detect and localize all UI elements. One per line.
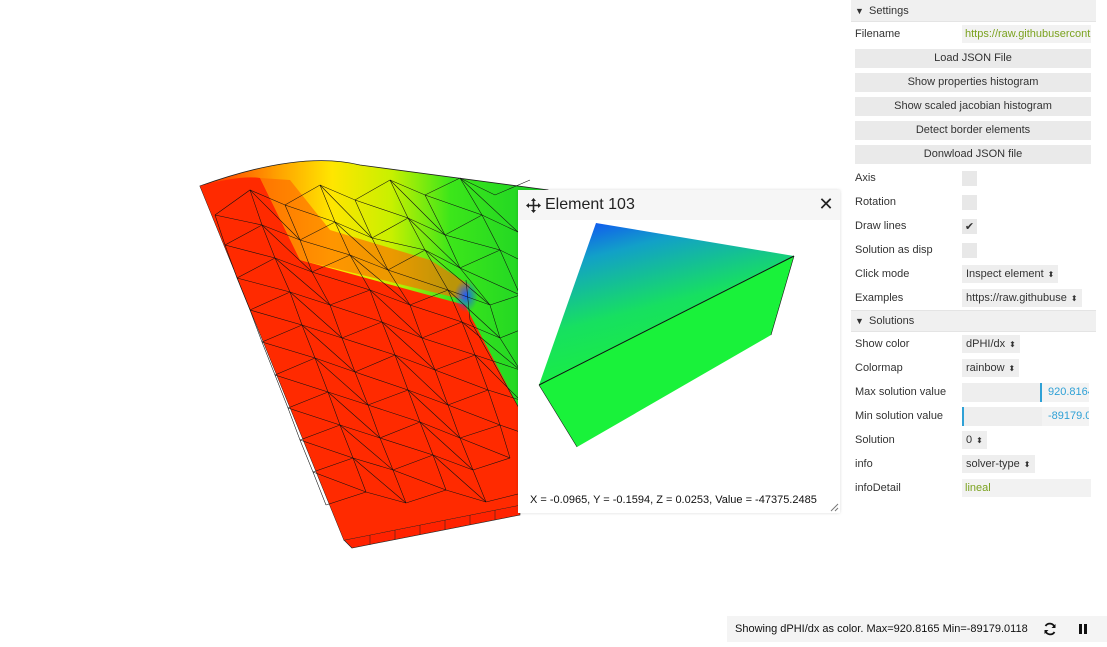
popup-title: Element 103	[545, 196, 635, 213]
info-detail-input[interactable]: lineal	[962, 479, 1091, 497]
show-jacobian-histogram-button[interactable]: Show scaled jacobian histogram	[855, 96, 1091, 116]
solution-as-disp-row: Solution as disp	[851, 238, 1096, 262]
rotation-label: Rotation	[855, 196, 896, 208]
element-edge	[770, 255, 795, 336]
status-bar: Showing dPHI/dx as color. Max=920.8165 M…	[727, 616, 1107, 642]
rotation-row: Rotation	[851, 190, 1096, 214]
updown-icon: ⬍	[1023, 460, 1031, 469]
solution-label: Solution	[855, 434, 895, 446]
colormap-select[interactable]: rainbow ⬍	[962, 359, 1020, 377]
close-icon[interactable]: ✕	[818, 194, 834, 214]
show-color-select[interactable]: dPHI/dx ⬍	[962, 335, 1020, 353]
element-edge	[538, 384, 578, 448]
check-icon: ✔	[964, 220, 975, 233]
solution-row: Solution 0 ⬍	[851, 428, 1096, 452]
min-solution-slider[interactable]	[962, 406, 1042, 426]
draw-lines-checkbox[interactable]: ✔	[962, 218, 977, 234]
detect-border-elements-button[interactable]: Detect border elements	[855, 120, 1091, 140]
min-solution-label: Min solution value	[855, 410, 944, 422]
chevron-down-icon: ▼	[855, 316, 864, 326]
updown-icon: ⬍	[1008, 364, 1016, 373]
popup-header[interactable]: Element 103 ✕	[518, 190, 840, 220]
solutions-section-label: Solutions	[869, 315, 915, 327]
max-solution-row: Max solution value 920.8164	[851, 380, 1096, 404]
filename-input[interactable]: https://raw.githubusercont	[962, 25, 1091, 43]
updown-icon: ⬍	[1047, 270, 1055, 279]
mesh-red-region	[200, 177, 520, 540]
element-3d-view[interactable]	[518, 220, 840, 480]
info-label: info	[855, 458, 873, 470]
filename-row: Filename https://raw.githubusercont	[851, 22, 1096, 46]
max-solution-slider[interactable]	[962, 382, 1042, 402]
settings-panel: ▼ Settings Filename https://raw.githubus…	[851, 0, 1096, 512]
slider-fill[interactable]	[1040, 382, 1042, 402]
updown-icon: ⬍	[1009, 340, 1016, 349]
mesh-front-lines	[369, 510, 496, 545]
refresh-icon[interactable]	[1043, 622, 1057, 636]
rotation-checkbox[interactable]	[962, 194, 977, 210]
examples-label: Examples	[855, 292, 904, 304]
settings-section-label: Settings	[869, 4, 909, 17]
max-solution-label: Max solution value	[855, 386, 947, 398]
info-detail-row: infoDetail lineal	[851, 476, 1096, 500]
element-top-face	[539, 223, 794, 385]
info-detail-label: infoDetail	[855, 482, 901, 494]
axis-checkbox[interactable]	[962, 170, 977, 186]
click-mode-row: Click mode Inspect element ⬍	[851, 262, 1096, 286]
solutions-section-header[interactable]: ▼ Solutions	[851, 310, 1096, 332]
solution-as-disp-label: Solution as disp	[855, 244, 933, 256]
examples-row: Examples https://raw.githubuse ⬍	[851, 286, 1096, 310]
popup-coords: X = -0.0965, Y = -0.1594, Z = 0.0253, Va…	[530, 494, 817, 506]
info-select[interactable]: solver-type ⬍	[962, 455, 1035, 473]
axis-label: Axis	[855, 172, 876, 184]
mesh-blue-spot	[454, 280, 478, 312]
show-color-label: Show color	[855, 338, 910, 350]
updown-icon: ⬍	[1070, 294, 1078, 303]
click-mode-label: Click mode	[855, 268, 910, 280]
mesh-orange-band	[260, 178, 470, 300]
load-json-button[interactable]: Load JSON File	[855, 48, 1091, 68]
move-icon[interactable]	[526, 197, 541, 213]
updown-icon: ⬍	[976, 436, 983, 445]
element-side-face	[539, 256, 794, 447]
mesh-wireframe	[214, 177, 531, 506]
colormap-label: Colormap	[855, 362, 903, 374]
status-text: Showing dPHI/dx as color. Max=920.8165 M…	[735, 623, 1028, 635]
solution-as-disp-checkbox[interactable]	[962, 242, 977, 258]
solution-select[interactable]: 0 ⬍	[962, 431, 987, 449]
element-popup[interactable]: Element 103 ✕ X = -0.0965, Y = -0.1594, …	[518, 190, 840, 513]
draw-lines-label: Draw lines	[855, 220, 907, 232]
pause-icon[interactable]	[1077, 623, 1089, 635]
settings-section-header[interactable]: ▼ Settings	[851, 0, 1096, 22]
max-solution-input[interactable]: 920.8164	[1042, 382, 1089, 402]
info-row: info solver-type ⬍	[851, 452, 1096, 476]
download-json-button[interactable]: Donwload JSON file	[855, 144, 1091, 164]
show-properties-histogram-button[interactable]: Show properties histogram	[855, 72, 1091, 92]
resize-handle-icon[interactable]	[830, 503, 839, 512]
min-solution-row: Min solution value -89179.0	[851, 404, 1096, 428]
draw-lines-row: Draw lines ✔	[851, 214, 1096, 238]
min-solution-input[interactable]: -89179.0	[1042, 406, 1089, 426]
axis-row: Axis	[851, 166, 1096, 190]
chevron-down-icon: ▼	[855, 5, 864, 16]
show-color-row: Show color dPHI/dx ⬍	[851, 332, 1096, 356]
filename-label: Filename	[855, 28, 901, 40]
examples-select[interactable]: https://raw.githubuse ⬍	[962, 289, 1082, 307]
slider-fill[interactable]	[962, 406, 964, 426]
click-mode-select[interactable]: Inspect element ⬍	[962, 265, 1059, 283]
element-edge	[538, 255, 795, 386]
colormap-row: Colormap rainbow ⬍	[851, 356, 1096, 380]
